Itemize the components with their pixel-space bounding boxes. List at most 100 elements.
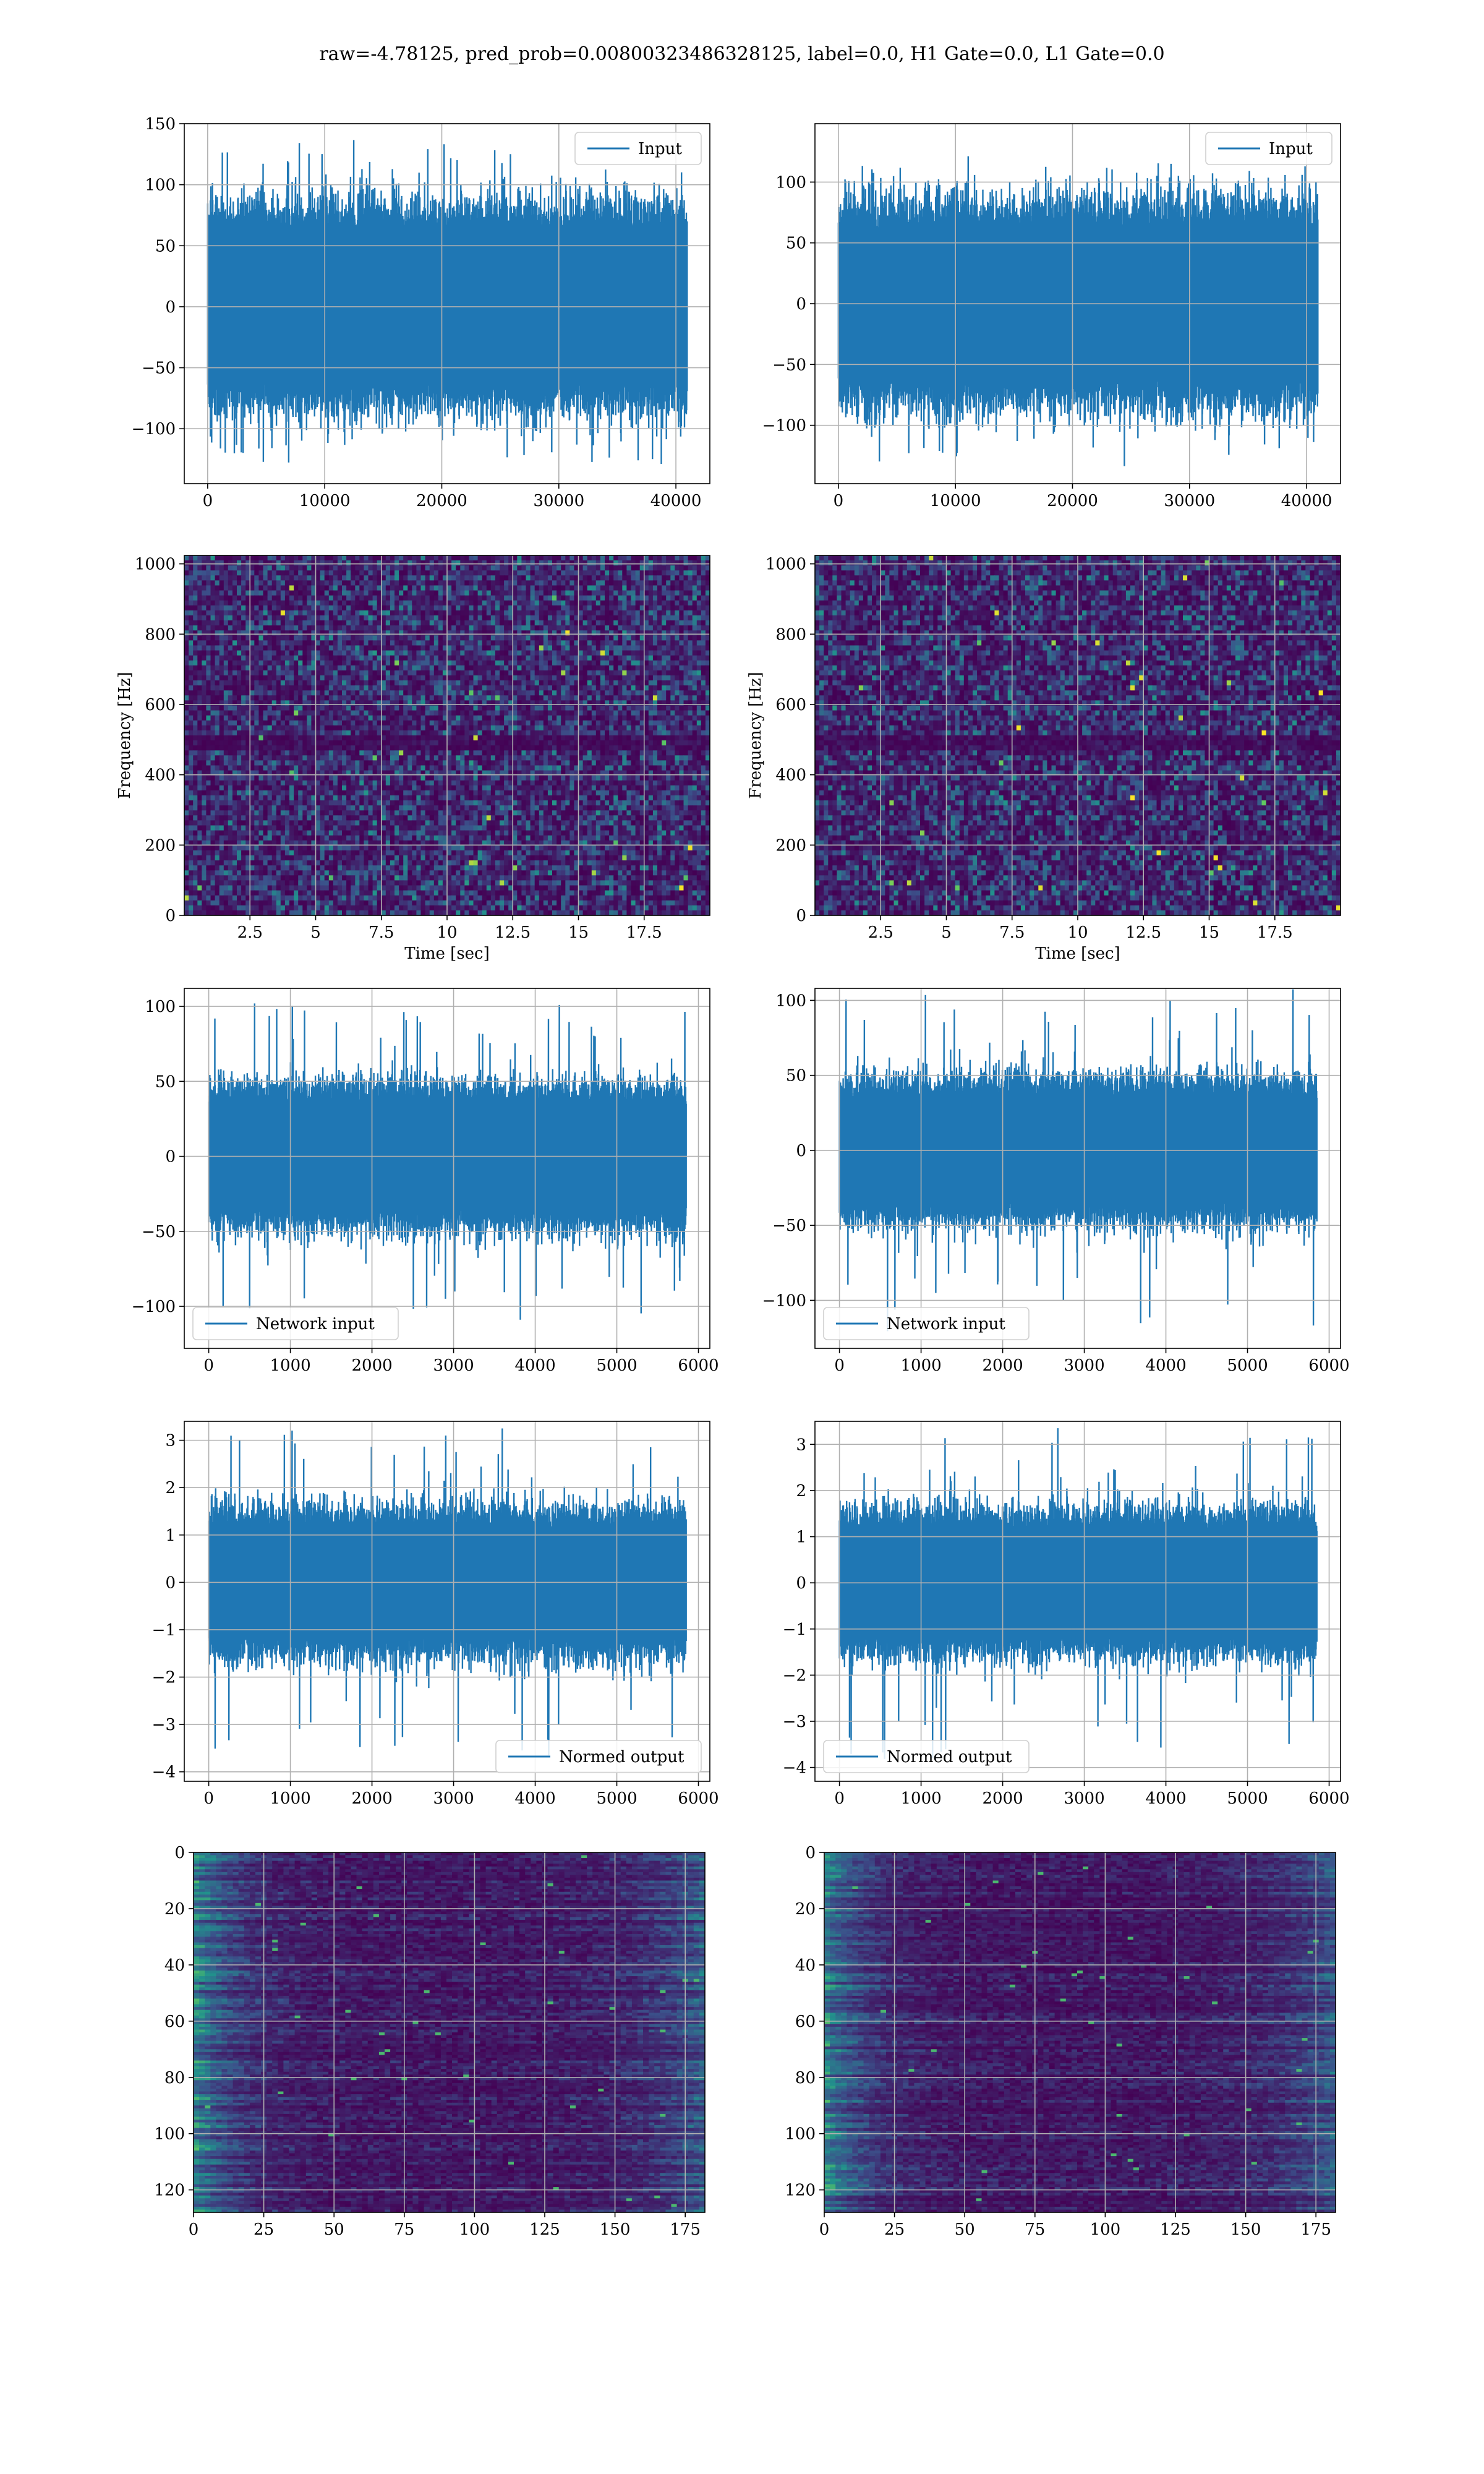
spectrogram-h1-chart: 2.5 5 7.5 10 12.5 15 17.5 0 200 400 600 800 1000 Time… [116, 555, 710, 963]
x-tick-label: 0 [203, 492, 213, 510]
x-tick-label: 175 [670, 2220, 701, 2239]
x-tick-label: 125 [529, 2220, 560, 2239]
y-tick-label: −2 [152, 1669, 176, 1687]
spectrogram-cells [184, 555, 710, 915]
input-h1-chart: 0 10000 20000 30000 40000 −100 −50 0 50 100 150 Inp… [132, 115, 710, 510]
y-tick-label: 20 [795, 1900, 816, 1919]
legend: Normed output [495, 1740, 702, 1773]
x-tick-label: 0 [819, 2220, 830, 2239]
legend-box [823, 1740, 1030, 1773]
y-tick-label: −3 [152, 1716, 176, 1734]
series-line-input [207, 140, 688, 464]
plot-area [207, 140, 688, 464]
y-tick-label: 50 [786, 234, 806, 253]
legend-box [823, 1307, 1030, 1340]
feature-map-l1-chart: 0 25 50 75 100 125 150 175 0 20 40 60 80 100 120 [785, 1844, 1336, 2239]
spectrogram-cells [815, 555, 1341, 915]
x-tick-label: 175 [1300, 2220, 1331, 2239]
y-tick-label: −3 [783, 1713, 806, 1731]
x-tick-label: 20000 [416, 492, 467, 510]
y-tick-label: 2 [165, 1479, 176, 1497]
x-tick-label: 125 [1160, 2220, 1191, 2239]
y-tick-label: 1 [165, 1526, 176, 1545]
x-tick-label: 2.5 [237, 923, 263, 942]
plot-area [194, 1852, 705, 2212]
y-tick-label: −50 [772, 356, 806, 374]
x-tick-label: 0 [834, 1356, 845, 1375]
y-tick-label: 1000 [135, 555, 176, 574]
y-tick-label: 100 [785, 2125, 816, 2144]
axes-frame [824, 1852, 1336, 2213]
x-tick-label: 3000 [433, 1356, 474, 1375]
network-input-l1-chart: 0 1000 2000 3000 4000 5000 6000 −100 −50 0 50 100 Ne… [762, 988, 1350, 1375]
legend: Input [1205, 132, 1333, 165]
y-tick-label: 400 [775, 766, 806, 785]
grid [184, 1421, 710, 1781]
legend-label: Normed output [559, 1748, 684, 1766]
y-tick-label: −50 [772, 1217, 806, 1235]
x-tick-label: 2000 [351, 1356, 392, 1375]
x-tick-label: 3000 [1064, 1356, 1104, 1375]
y-axis-label: Frequency [Hz] [746, 672, 765, 799]
x-tick-label: 100 [459, 2220, 490, 2239]
y-tick-label: 0 [165, 1573, 176, 1592]
grid [815, 988, 1341, 1348]
x-tick-label: 1000 [270, 1356, 310, 1375]
y-tick-label: 400 [145, 766, 176, 785]
plot-area [838, 1428, 1318, 1759]
series-line-normed-output [208, 1428, 687, 1756]
y-tick-label: 120 [785, 2181, 816, 2200]
x-tick-label: 1000 [270, 1789, 310, 1808]
y-tick-label: −100 [762, 417, 806, 435]
x-tick-label: 12.5 [1125, 923, 1161, 942]
y-tick-label: 100 [145, 998, 176, 1016]
x-tick-label: 0 [203, 1789, 214, 1808]
y-tick-label: −50 [142, 1223, 176, 1241]
y-tick-label: 60 [795, 2013, 816, 2031]
axes-frame [184, 123, 710, 484]
legend-label: Network input [887, 1315, 1005, 1333]
x-tick-label: 12.5 [495, 923, 531, 942]
legend: Input [574, 132, 702, 165]
y-tick-label: −1 [152, 1621, 176, 1640]
y-tick-label: 50 [155, 237, 176, 255]
legend-box [192, 1307, 399, 1340]
x-tick-label: 10 [1067, 923, 1088, 942]
y-tick-label: −50 [142, 359, 176, 378]
y-tick-label: 600 [775, 696, 806, 714]
x-tick-label: 75 [1025, 2220, 1045, 2239]
y-tick-label: 100 [145, 176, 176, 195]
plot-area [208, 1003, 687, 1320]
y-tick-label: −4 [783, 1759, 806, 1778]
feature-map-h1-chart: 0 25 50 75 100 125 150 175 0 20 40 60 80 100 120 [154, 1844, 706, 2239]
y-tick-label: 80 [164, 2069, 185, 2087]
plot-area [838, 989, 1318, 1332]
series-line-normed-output [838, 1428, 1318, 1759]
series-line-input [837, 156, 1319, 466]
y-tick-label: 100 [775, 173, 806, 192]
x-tick-label: 5000 [596, 1356, 637, 1375]
y-tick-label: 3 [165, 1432, 176, 1450]
y-tick-label: 0 [796, 1574, 806, 1593]
tick-labels: 0 1000 2000 3000 4000 5000 6000 −4 −3 −2 −1 0 1 2 3 [152, 1432, 719, 1808]
x-tick-label: 4000 [1145, 1356, 1186, 1375]
x-tick-label: 2000 [982, 1789, 1023, 1808]
x-tick-label: 5000 [1227, 1789, 1268, 1808]
y-tick-label: 40 [164, 1956, 185, 1975]
feature-map-cells [194, 1852, 705, 2212]
x-tick-label: 75 [394, 2220, 414, 2239]
x-tick-label: 5 [310, 923, 321, 942]
network-input-h1-chart: 0 1000 2000 3000 4000 5000 6000 −100 −50 0 50 100 Ne… [132, 988, 719, 1375]
y-tick-label: −100 [132, 420, 176, 439]
y-tick-label: 200 [775, 836, 806, 855]
x-tick-label: 20000 [1047, 492, 1098, 510]
x-tick-label: 4000 [1145, 1789, 1186, 1808]
y-axis-label: Frequency [Hz] [116, 672, 134, 799]
legend-label: Input [638, 140, 682, 158]
legend: Network input [823, 1307, 1030, 1340]
x-tick-label: 17.5 [626, 923, 662, 942]
y-tick-label: 50 [155, 1072, 176, 1091]
legend-box [495, 1740, 702, 1773]
y-tick-label: 800 [775, 625, 806, 644]
y-tick-label: 150 [145, 115, 176, 134]
